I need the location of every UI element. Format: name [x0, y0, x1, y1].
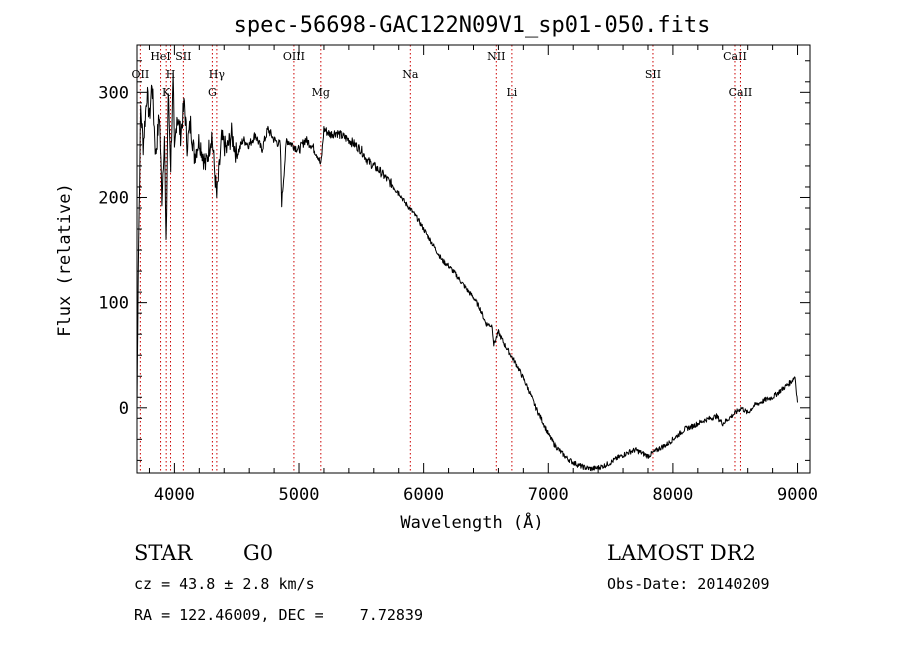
marker-label: CaII: [723, 50, 747, 63]
y-tick-label: 300: [98, 83, 129, 103]
marker-label: H: [166, 68, 176, 81]
x-axis-label: Wavelength (Å): [400, 511, 543, 533]
axis-ticks: 4000 5000 6000 7000 8000 9000 0 100 200 300: [98, 45, 818, 505]
x-tick-label: 4000: [154, 485, 195, 505]
plot-frame: [136, 44, 811, 474]
x-tick-label: 9000: [777, 485, 818, 505]
x-tick-label: 5000: [279, 485, 320, 505]
marker-label: SII: [645, 68, 661, 81]
y-axis-label: Flux (relative): [55, 183, 75, 337]
marker-label: SII: [175, 50, 191, 63]
x-tick-label: 7000: [528, 485, 569, 505]
radec-text: RA = 122.46009, DEC = 7.72839: [134, 606, 423, 624]
class-label: STAR: [134, 541, 193, 565]
x-tick-label: 8000: [652, 485, 693, 505]
marker-label: K: [162, 86, 171, 99]
marker-label: Mg: [312, 86, 330, 99]
marker-label: Li: [506, 86, 517, 99]
obs-date-text: Obs-Date: 20140209: [607, 575, 770, 593]
x-tick-label: 6000: [403, 485, 444, 505]
marker-label: OII: [132, 68, 150, 81]
y-tick-label: 100: [98, 294, 129, 314]
marker-label: Na: [402, 68, 419, 81]
survey-label: LAMOST DR2: [607, 541, 756, 565]
marker-label: Hγ: [209, 68, 226, 81]
chart-title: spec-56698-GAC122N09V1_sp01-050.fits: [234, 13, 711, 38]
marker-label: HeI: [150, 50, 170, 63]
spectrum-series: [136, 73, 798, 472]
marker-label: NII: [487, 50, 505, 63]
marker-label: CaII: [729, 86, 753, 99]
y-tick-label: 0: [119, 399, 129, 419]
subclass-label: G0: [243, 541, 273, 565]
cz-text: cz = 43.8 ± 2.8 km/s: [134, 575, 315, 593]
marker-label: OIII: [283, 50, 305, 63]
series-line-0: [136, 73, 798, 472]
marker-label: G: [208, 86, 217, 99]
y-tick-label: 200: [98, 188, 129, 208]
